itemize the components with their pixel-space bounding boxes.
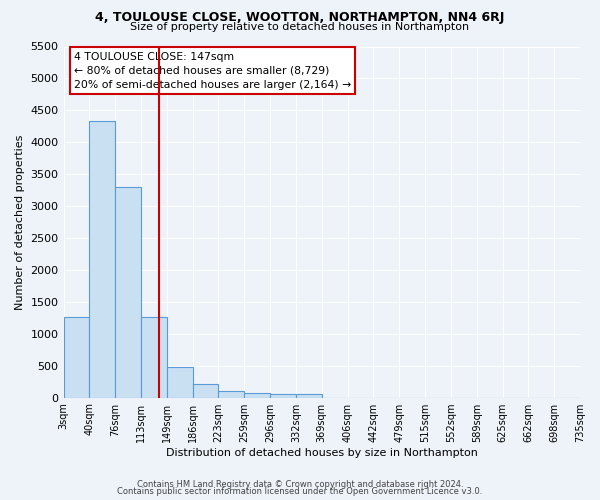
X-axis label: Distribution of detached houses by size in Northampton: Distribution of detached houses by size … [166, 448, 478, 458]
Bar [141, 316, 167, 398]
Bar [115, 187, 141, 398]
Bar [167, 367, 193, 398]
Bar [244, 393, 270, 398]
Text: 4 TOULOUSE CLOSE: 147sqm
← 80% of detached houses are smaller (8,729)
20% of sem: 4 TOULOUSE CLOSE: 147sqm ← 80% of detach… [74, 52, 351, 90]
Bar [218, 391, 244, 398]
Bar [89, 121, 115, 398]
Bar [270, 394, 296, 398]
Bar [64, 316, 89, 398]
Text: 4, TOULOUSE CLOSE, WOOTTON, NORTHAMPTON, NN4 6RJ: 4, TOULOUSE CLOSE, WOOTTON, NORTHAMPTON,… [95, 11, 505, 24]
Text: Size of property relative to detached houses in Northampton: Size of property relative to detached ho… [130, 22, 470, 32]
Text: Contains HM Land Registry data © Crown copyright and database right 2024.: Contains HM Land Registry data © Crown c… [137, 480, 463, 489]
Bar [193, 384, 218, 398]
Text: Contains public sector information licensed under the Open Government Licence v3: Contains public sector information licen… [118, 487, 482, 496]
Bar [296, 394, 322, 398]
Y-axis label: Number of detached properties: Number of detached properties [15, 134, 25, 310]
